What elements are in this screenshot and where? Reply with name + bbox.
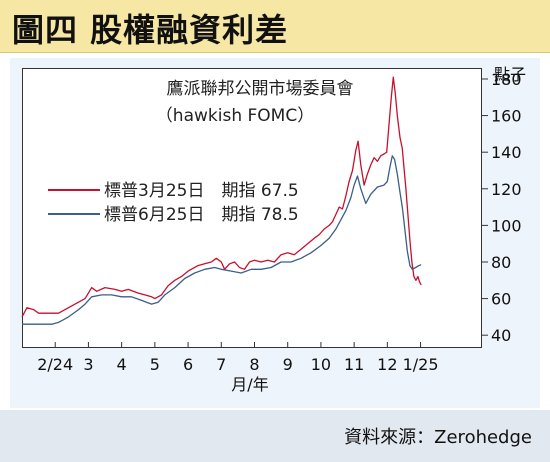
chart-subtitle: （hawkish FOMC） <box>156 106 314 126</box>
x-tick-label: 9 <box>283 355 293 374</box>
plot-area <box>22 68 482 348</box>
x-tick-label: 5 <box>150 355 160 374</box>
chart-title: 鷹派聯邦公開市場委員會 <box>167 78 354 99</box>
figure-title: 圖四 股權融資利差 <box>12 11 289 49</box>
legend: 標普3月25日 期指 67.5 標普6月25日 期指 78.5 <box>48 181 299 225</box>
y-tick-label: 120 <box>491 180 522 199</box>
y-tick-label: 140 <box>491 143 522 162</box>
x-tick-label: 10 <box>311 355 331 374</box>
source-credit: 資料來源：Zerohedge <box>344 427 532 448</box>
x-axis-label: 月/年 <box>231 375 268 394</box>
x-tick-label: 3 <box>83 355 93 374</box>
x-tick-label: 1/25 <box>403 355 439 374</box>
x-tick-label: 11 <box>344 355 364 374</box>
footer-bar: 資料來源：Zerohedge <box>0 410 550 462</box>
y-tick-label: 60 <box>491 290 511 309</box>
y-tick-label: 160 <box>491 107 522 126</box>
legend-label-march: 標普3月25日 期指 67.5 <box>104 181 299 201</box>
series-line-march <box>21 76 422 318</box>
y-axis-unit-label: 點子 <box>494 65 526 84</box>
x-tick-label: 6 <box>183 355 193 374</box>
legend-label-june: 標普6月25日 期指 78.5 <box>104 205 299 225</box>
y-tick-label: 180 <box>491 70 522 89</box>
x-tick-label: 7 <box>216 355 226 374</box>
y-tick-label: 80 <box>491 253 511 272</box>
y-tick-label: 100 <box>491 216 522 235</box>
x-tick-label: 12 <box>377 355 397 374</box>
series-line-june <box>22 155 422 325</box>
x-tick-label: 8 <box>249 355 259 374</box>
header-bar: 圖四 股權融資利差 <box>0 0 550 53</box>
y-tick-label: 40 <box>491 326 511 345</box>
x-tick-label: 4 <box>117 355 127 374</box>
x-tick-label: 2/24 <box>37 355 73 374</box>
